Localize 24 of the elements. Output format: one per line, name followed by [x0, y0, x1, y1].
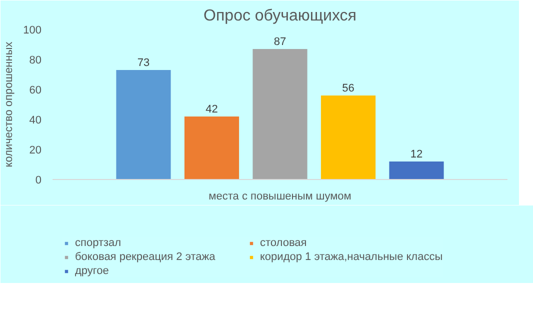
legend-label: коридор 1 этажа,начальные классы — [260, 251, 443, 263]
data-label: 87 — [274, 36, 286, 48]
bar — [389, 162, 444, 180]
data-label: 42 — [206, 104, 218, 116]
legend-label: спортзал — [75, 237, 122, 249]
chart-title: Опрос обучающихся — [204, 8, 356, 24]
y-axis-title: количество опрошенных — [3, 41, 16, 168]
y-tick-label: 40 — [29, 114, 42, 126]
bar — [320, 96, 376, 180]
legend-label: другое — [75, 265, 110, 277]
data-label: 73 — [137, 57, 150, 69]
bar — [184, 116, 240, 180]
y-tick-label: 80 — [29, 54, 42, 66]
bar — [116, 70, 171, 180]
y-tick-label: 60 — [29, 84, 42, 96]
y-tick-label: 0 — [35, 174, 42, 186]
data-label: 56 — [342, 82, 354, 94]
y-tick-label: 100 — [23, 24, 42, 36]
x-tick-label: места с повышеным шумом — [208, 190, 352, 202]
bar — [252, 49, 308, 180]
legend-label: боковая рекреация 2 этажа — [75, 251, 216, 263]
y-tick-label: 20 — [29, 144, 42, 156]
data-label: 12 — [410, 148, 423, 160]
legend-label: столовая — [260, 237, 308, 249]
